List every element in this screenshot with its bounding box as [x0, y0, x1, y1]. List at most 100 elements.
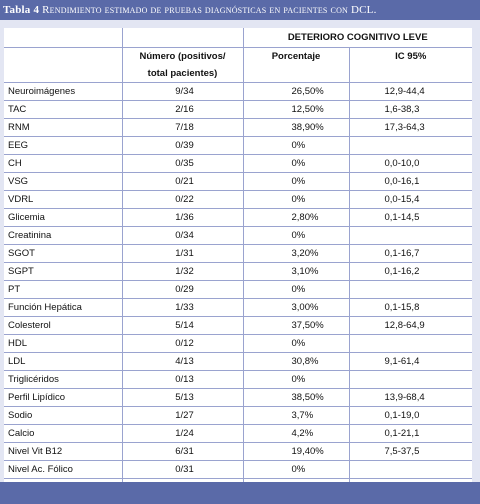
- row-ci: 17,3-64,3: [348, 118, 472, 137]
- row-test-name: TAC: [4, 100, 122, 119]
- row-ci: 0,0-10,0: [348, 154, 472, 173]
- table-caption: Tabla 4 Rendimiento estimado de pruebas …: [0, 0, 480, 20]
- row-percent: 0%: [242, 190, 349, 209]
- row-ci: [348, 280, 472, 299]
- row-ci: 0,1-21,1: [348, 424, 472, 443]
- table-row: Perfil Lipídico 5/13 38,50% 13,9-68,4: [4, 388, 472, 407]
- row-test-name: Triglicéridos: [4, 370, 122, 389]
- row-ci: 1,6-38,3: [348, 100, 472, 119]
- table-row: CH 0/35 0% 0,0-10,0: [4, 154, 472, 173]
- table-row: Calcio 1/24 4,2% 0,1-21,1: [4, 424, 472, 443]
- row-number: 0/34: [121, 226, 243, 245]
- row-test-name: Neuroimágenes: [4, 82, 122, 101]
- row-percent: 2,80%: [242, 208, 349, 227]
- row-ci: [348, 334, 472, 353]
- row-ci: 0,1-19,0: [348, 406, 472, 425]
- table-row: PT 0/29 0%: [4, 280, 472, 299]
- row-ci: 0,1-15,8: [348, 298, 472, 317]
- table-row: HDL 0/12 0%: [4, 334, 472, 353]
- row-percent: 0%: [242, 172, 349, 191]
- table-row: EEG 0/39 0%: [4, 136, 472, 155]
- header-row-group: DETERIORO COGNITIVO LEVE: [4, 28, 472, 48]
- header-cell-empty: [121, 28, 243, 48]
- row-ci: 9,1-61,4: [348, 352, 472, 371]
- row-ci: 0,0-16,1: [348, 172, 472, 191]
- table-row: Colesterol 5/14 37,50% 12,8-64,9: [4, 316, 472, 335]
- row-percent: 0%: [242, 370, 349, 389]
- row-number: 9/34: [121, 82, 243, 101]
- row-number: 0/12: [121, 334, 243, 353]
- row-ci: 0,1-16,2: [348, 262, 472, 281]
- row-number: 5/14: [121, 316, 243, 335]
- row-ci: [348, 370, 472, 389]
- row-test-name: SGOT: [4, 244, 122, 263]
- row-percent: 0%: [242, 136, 349, 155]
- header-percent: Porcentaje: [242, 47, 349, 65]
- row-number: 1/36: [121, 208, 243, 227]
- row-test-name: SGPT: [4, 262, 122, 281]
- row-number: 1/24: [121, 424, 243, 443]
- row-number: 0/35: [121, 154, 243, 173]
- header-row-columns-cont: total pacientes): [4, 65, 472, 83]
- row-percent: 3,20%: [242, 244, 349, 263]
- table-row: LDL 4/13 30,8% 9,1-61,4: [4, 352, 472, 371]
- header-ci: IC 95%: [348, 47, 472, 65]
- row-percent: 3,7%: [242, 406, 349, 425]
- row-number: 6/31: [121, 442, 243, 461]
- row-number: 0/13: [121, 370, 243, 389]
- header-cell-empty: [242, 65, 349, 83]
- table-caption-label: Tabla 4: [3, 4, 40, 16]
- row-percent: 3,10%: [242, 262, 349, 281]
- header-number-line1: Número (positivos/: [121, 47, 243, 65]
- row-test-name: Función Hepática: [4, 298, 122, 317]
- row-ci: 0,0-15,4: [348, 190, 472, 209]
- row-number: 5/13: [121, 388, 243, 407]
- row-percent: 0%: [242, 280, 349, 299]
- row-number: 4/13: [121, 352, 243, 371]
- row-percent: 38,50%: [242, 388, 349, 407]
- header-cell-empty: [348, 65, 472, 83]
- row-number: 0/39: [121, 136, 243, 155]
- row-ci: 0,1-16,7: [348, 244, 472, 263]
- row-number: 1/27: [121, 406, 243, 425]
- table-row: Nivel Ac. Fólico 0/31 0%: [4, 460, 472, 479]
- row-number: 0/31: [121, 460, 243, 479]
- row-percent: 26,50%: [242, 82, 349, 101]
- row-percent: 12,50%: [242, 100, 349, 119]
- row-test-name: Calcio: [4, 424, 122, 443]
- row-ci: [348, 460, 472, 479]
- row-ci: 7,5-37,5: [348, 442, 472, 461]
- row-number: 7/18: [121, 118, 243, 137]
- row-percent: 38,90%: [242, 118, 349, 137]
- diagnostic-table: DETERIORO COGNITIVO LEVE Número (positiv…: [4, 28, 472, 497]
- row-ci: 0,1-14,5: [348, 208, 472, 227]
- row-percent: 0%: [242, 226, 349, 245]
- row-test-name: VDRL: [4, 190, 122, 209]
- row-number: 1/33: [121, 298, 243, 317]
- table-row: RNM 7/18 38,90% 17,3-64,3: [4, 118, 472, 137]
- row-number: 0/29: [121, 280, 243, 299]
- table-row: Función Hepática 1/33 3,00% 0,1-15,8: [4, 298, 472, 317]
- row-number: 0/21: [121, 172, 243, 191]
- table-row: Nivel Vit B12 6/31 19,40% 7,5-37,5: [4, 442, 472, 461]
- row-ci: 12,8-64,9: [348, 316, 472, 335]
- row-ci: [348, 136, 472, 155]
- row-test-name: Nivel Vit B12: [4, 442, 122, 461]
- row-percent: 37,50%: [242, 316, 349, 335]
- row-test-name: Glicemia: [4, 208, 122, 227]
- row-test-name: HDL: [4, 334, 122, 353]
- row-percent: 0%: [242, 334, 349, 353]
- header-number-line2: total pacientes): [121, 65, 243, 83]
- row-number: 2/16: [121, 100, 243, 119]
- row-test-name: Perfil Lipídico: [4, 388, 122, 407]
- table-row: Triglicéridos 0/13 0%: [4, 370, 472, 389]
- header-cell-empty: [4, 48, 122, 66]
- row-percent: 19,40%: [242, 442, 349, 461]
- row-test-name: LDL: [4, 352, 122, 371]
- row-test-name: Nivel Ac. Fólico: [4, 460, 122, 479]
- table-row: SGPT 1/32 3,10% 0,1-16,2: [4, 262, 472, 281]
- row-test-name: CH: [4, 154, 122, 173]
- row-percent: 0%: [242, 460, 349, 479]
- table-row: TAC 2/16 12,50% 1,6-38,3: [4, 100, 472, 119]
